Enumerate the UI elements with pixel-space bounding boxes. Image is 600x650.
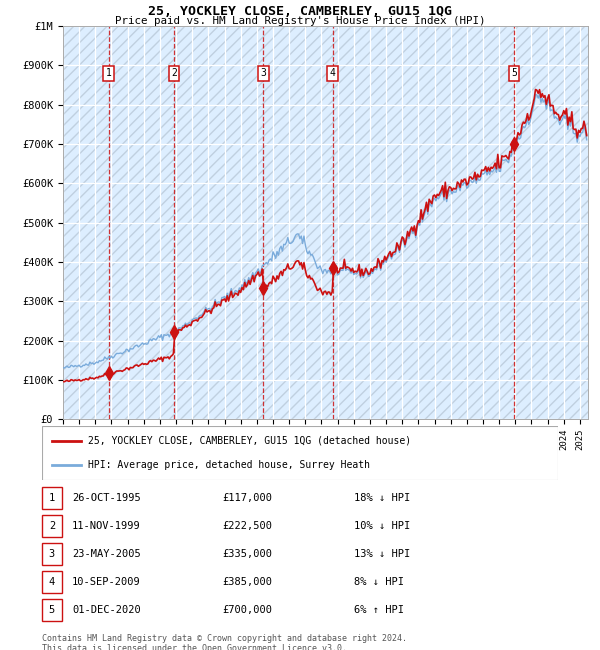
Text: 26-OCT-1995: 26-OCT-1995: [72, 493, 141, 503]
Text: Contains HM Land Registry data © Crown copyright and database right 2024.
This d: Contains HM Land Registry data © Crown c…: [42, 634, 407, 650]
Text: £335,000: £335,000: [222, 549, 272, 559]
Text: 13% ↓ HPI: 13% ↓ HPI: [354, 549, 410, 559]
Text: HPI: Average price, detached house, Surrey Heath: HPI: Average price, detached house, Surr…: [88, 460, 370, 471]
Text: 3: 3: [260, 68, 266, 78]
Text: 10-SEP-2009: 10-SEP-2009: [72, 577, 141, 587]
Text: £117,000: £117,000: [222, 493, 272, 503]
Text: 8% ↓ HPI: 8% ↓ HPI: [354, 577, 404, 587]
Text: 01-DEC-2020: 01-DEC-2020: [72, 605, 141, 615]
Text: 11-NOV-1999: 11-NOV-1999: [72, 521, 141, 531]
Text: 10% ↓ HPI: 10% ↓ HPI: [354, 521, 410, 531]
Text: £700,000: £700,000: [222, 605, 272, 615]
Text: 2: 2: [171, 68, 177, 78]
Text: 23-MAY-2005: 23-MAY-2005: [72, 549, 141, 559]
Text: 4: 4: [49, 577, 55, 587]
Text: £385,000: £385,000: [222, 577, 272, 587]
Text: 25, YOCKLEY CLOSE, CAMBERLEY, GU15 1QG (detached house): 25, YOCKLEY CLOSE, CAMBERLEY, GU15 1QG (…: [88, 436, 412, 446]
Text: 4: 4: [330, 68, 336, 78]
FancyBboxPatch shape: [42, 426, 558, 480]
Text: 25, YOCKLEY CLOSE, CAMBERLEY, GU15 1QG: 25, YOCKLEY CLOSE, CAMBERLEY, GU15 1QG: [148, 5, 452, 18]
Text: 3: 3: [49, 549, 55, 559]
Text: 2: 2: [49, 521, 55, 531]
Text: 1: 1: [106, 68, 112, 78]
Text: £222,500: £222,500: [222, 521, 272, 531]
Text: 1: 1: [49, 493, 55, 503]
Text: 5: 5: [511, 68, 517, 78]
Text: 5: 5: [49, 605, 55, 615]
Text: 18% ↓ HPI: 18% ↓ HPI: [354, 493, 410, 503]
Text: Price paid vs. HM Land Registry's House Price Index (HPI): Price paid vs. HM Land Registry's House …: [115, 16, 485, 26]
Text: 6% ↑ HPI: 6% ↑ HPI: [354, 605, 404, 615]
